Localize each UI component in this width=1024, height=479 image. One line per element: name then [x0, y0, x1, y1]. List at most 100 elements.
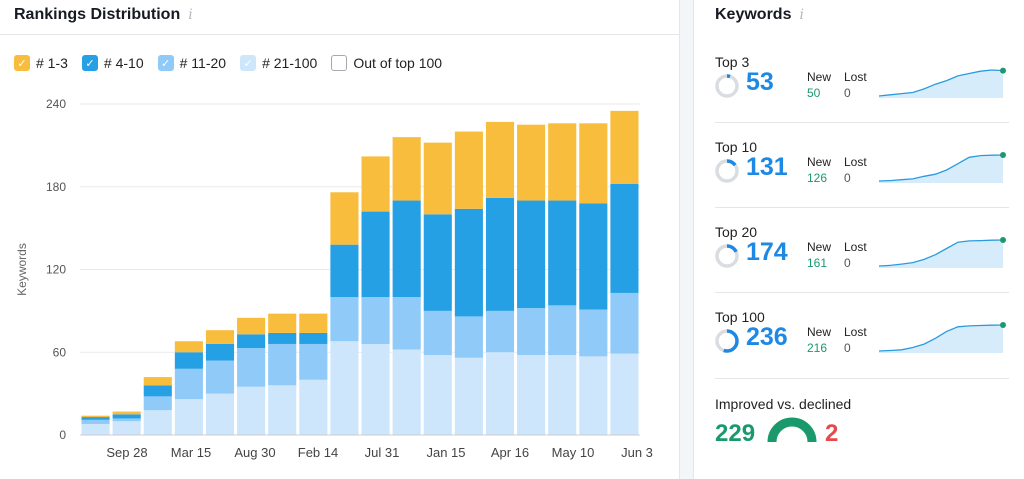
checkbox-empty-icon[interactable]	[331, 55, 348, 71]
trend-sparkline	[878, 322, 1006, 353]
new-label: New	[807, 70, 832, 84]
bar-segment	[330, 341, 359, 435]
legend-label: Out of top 100	[353, 55, 443, 71]
lost-label: Lost	[844, 155, 867, 169]
bar-segment	[330, 297, 359, 342]
checkbox-icon[interactable]: ✓	[14, 55, 30, 71]
bar-segment	[81, 415, 110, 418]
bar-segment	[610, 353, 639, 435]
legend-item-top10[interactable]: ✓ # 4-10	[81, 55, 144, 71]
bar-segment	[143, 396, 172, 411]
bar-segment	[579, 356, 608, 435]
bar-segment	[143, 385, 172, 397]
checkbox-icon[interactable]: ✓	[81, 55, 98, 71]
declined-value: 2	[825, 420, 839, 447]
legend-item-out-of-top-100[interactable]: Out of top 100	[331, 55, 442, 71]
x-tick-label: Jul 31	[365, 445, 400, 460]
legend-item-top20[interactable]: ✓ # 11-20	[157, 55, 227, 71]
bar-segment	[112, 421, 141, 435]
y-tick-label: 180	[46, 180, 66, 194]
bar-segment	[81, 423, 110, 435]
panel-title: Keywords i	[715, 6, 804, 24]
checkbox-icon[interactable]: ✓	[240, 55, 257, 71]
bar-segment	[610, 110, 639, 184]
ring-gauge-icon	[715, 244, 739, 268]
bar-segment	[548, 200, 577, 306]
bar-segment	[299, 332, 328, 344]
title-divider	[0, 34, 680, 35]
legend-label: # 21-100	[262, 55, 318, 71]
bar-segment	[361, 156, 390, 212]
ring-gauge-icon	[715, 74, 739, 98]
y-tick-label: 120	[46, 263, 66, 277]
bar-segment	[268, 385, 297, 435]
bar-segment	[454, 316, 483, 358]
bar-segment	[143, 377, 172, 386]
trend-sparkline	[878, 67, 1006, 98]
bar-segment	[454, 208, 483, 317]
bar-segment	[237, 317, 266, 335]
legend-label: # 11-20	[179, 55, 227, 71]
info-icon[interactable]: i	[188, 7, 193, 23]
bar-segment	[268, 313, 297, 333]
panel-gap	[680, 0, 694, 479]
rankings-stacked-bar-chart: 0 60 120 180 240 Keywords Sep 28 Mar 15 Aug 30 Fe…	[15, 97, 653, 460]
keyword-block-label: Top 10	[715, 139, 758, 155]
bar-segment	[112, 411, 141, 415]
bar-segment	[174, 352, 203, 369]
x-tick-label: Feb 14	[298, 445, 338, 460]
lost-value[interactable]: 0	[844, 341, 851, 355]
keyword-count[interactable]: 174	[746, 238, 788, 266]
bar-segment	[81, 419, 110, 424]
bar-segment	[579, 203, 608, 310]
bar-segment	[392, 349, 421, 435]
bar-segment	[392, 137, 421, 201]
bar-segment	[548, 305, 577, 356]
panel-title-text: Keywords	[715, 6, 792, 23]
keyword-count[interactable]: 53	[746, 68, 774, 96]
bar-segment	[237, 386, 266, 435]
ring-gauge-icon	[715, 159, 739, 183]
bar-segment	[330, 192, 359, 245]
bar-segment	[174, 399, 203, 435]
keyword-count[interactable]: 131	[746, 153, 788, 181]
new-label: New	[807, 240, 832, 254]
info-icon[interactable]: i	[799, 7, 804, 23]
bar-segment	[299, 343, 328, 380]
trend-sparkline	[878, 237, 1006, 268]
bar-segment	[237, 334, 266, 349]
new-value[interactable]: 161	[807, 256, 828, 270]
lost-value[interactable]: 0	[844, 256, 851, 270]
keyword-block: Top 3 53 New Lost 50 0	[715, 54, 1009, 124]
legend-label: # 1-3	[36, 55, 68, 71]
checkbox-icon[interactable]: ✓	[157, 55, 174, 71]
bar-segment	[517, 308, 546, 356]
bar-segment	[548, 355, 577, 435]
ring-gauge-icon	[715, 329, 739, 353]
legend-item-top100[interactable]: ✓ # 21-100	[240, 55, 317, 71]
x-tick-label: May 10	[552, 445, 595, 460]
x-tick-label: Jan 15	[426, 445, 465, 460]
panel-title: Rankings Distribution i	[14, 6, 193, 24]
block-divider	[715, 207, 1009, 208]
bar-segment	[112, 418, 141, 422]
new-value[interactable]: 216	[807, 341, 828, 355]
bar-segment	[361, 297, 390, 344]
new-value[interactable]: 126	[807, 171, 828, 185]
bar-segment	[330, 244, 359, 298]
lost-value[interactable]: 0	[844, 171, 851, 185]
bar-segment	[392, 200, 421, 298]
legend-item-top3[interactable]: ✓ # 1-3	[14, 55, 68, 71]
keyword-count[interactable]: 236	[746, 323, 788, 351]
bar-segment	[112, 414, 141, 419]
lost-label: Lost	[844, 325, 867, 339]
bar-segment	[299, 313, 328, 333]
block-divider	[715, 122, 1009, 123]
bar-segment	[610, 292, 639, 354]
lost-value[interactable]: 0	[844, 86, 851, 100]
bar-segment	[579, 309, 608, 357]
new-value[interactable]: 50	[807, 86, 821, 100]
bar-segment	[485, 352, 515, 435]
bar-segment	[268, 332, 297, 344]
bar-segment	[485, 197, 515, 311]
